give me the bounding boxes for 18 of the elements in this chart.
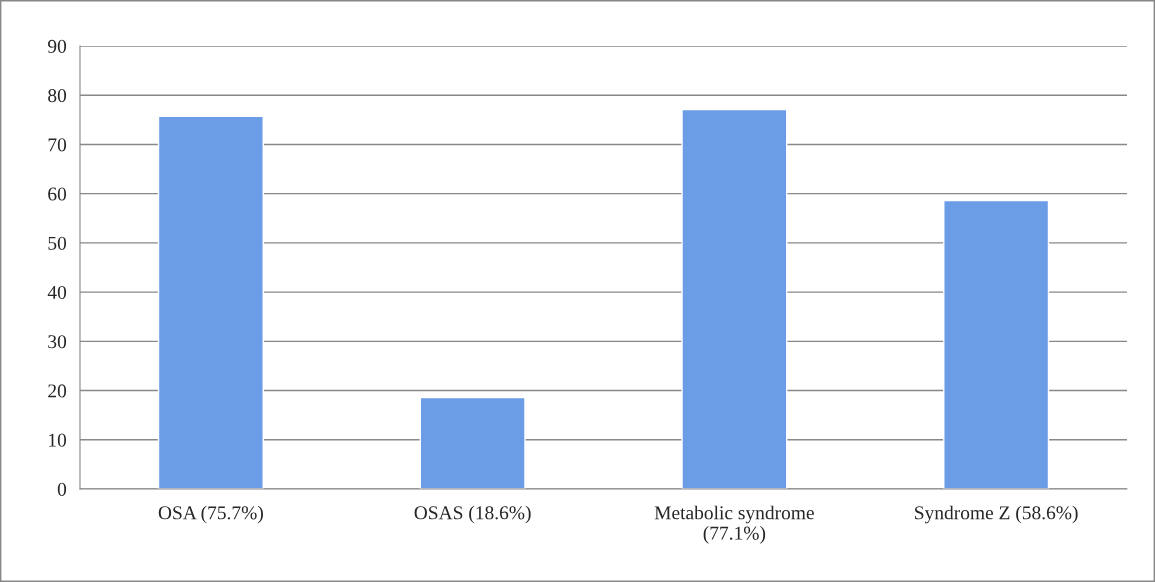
x-tick-label: OSA (75.7%) — [158, 505, 263, 524]
bar — [943, 199, 1050, 489]
y-tick-label: 80 — [48, 89, 67, 103]
y-tick-label: 60 — [48, 187, 67, 201]
bar — [157, 115, 264, 489]
bar — [419, 396, 526, 489]
y-tick-label: 20 — [48, 384, 67, 398]
y-tick-label: 40 — [47, 285, 67, 300]
y-tick-label: 10 — [49, 433, 67, 447]
x-tick-label: OSAS (18.6%) — [414, 505, 531, 524]
x-tick-label: Syndrome Z (58.6%) — [915, 505, 1078, 524]
y-tick-label: 50 — [48, 236, 67, 250]
bar — [681, 108, 788, 489]
y-tick-label: 90 — [47, 39, 67, 53]
y-tick-label: 0 — [57, 482, 67, 496]
x-tick-label: Metabolic syndrome (77.1%) — [654, 505, 814, 544]
y-tick-label: 30 — [48, 335, 67, 349]
y-tick-label: 70 — [48, 138, 67, 152]
